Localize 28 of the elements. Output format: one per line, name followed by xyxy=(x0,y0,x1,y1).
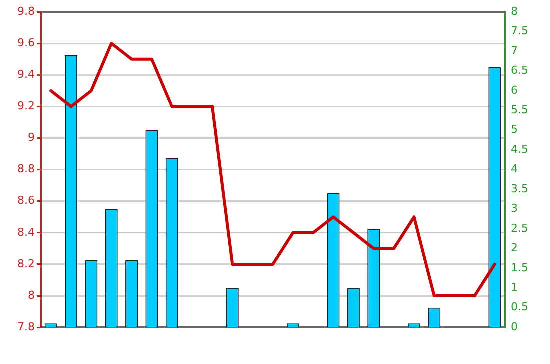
y2-tick-label: 7 xyxy=(511,44,518,58)
y2-tick-label: 3 xyxy=(511,202,518,216)
y2-tick-label: 1.5 xyxy=(511,261,528,274)
y2-tick-label: 6.5 xyxy=(511,64,528,78)
y2-tick-label: 4.5 xyxy=(511,142,528,156)
y-tick-label: 9.6 xyxy=(18,36,35,50)
y2-tick-label: 5.5 xyxy=(511,103,528,116)
y2-tick-label: 2.5 xyxy=(511,222,528,235)
y2-tick-label: 3.5 xyxy=(511,182,528,196)
y2-tick-label: 2 xyxy=(511,242,518,255)
y-tick-label: 9.8 xyxy=(18,4,35,18)
y2-tick-label: 8 xyxy=(511,4,518,18)
y-tick-label: 8 xyxy=(28,288,35,302)
y-tick-label: 8.8 xyxy=(18,162,35,176)
y-tick-label: 8.2 xyxy=(18,257,35,270)
y-tick-label: 7.8 xyxy=(18,320,35,334)
y-tick-label: 9 xyxy=(28,131,35,144)
y-tick-label: 9.4 xyxy=(18,68,35,81)
y-tick-label: 8.6 xyxy=(18,194,35,208)
y2-tick-label: 0.5 xyxy=(511,300,528,314)
y-tick-label: 9.2 xyxy=(18,100,35,113)
y-tick-label: 8.4 xyxy=(18,226,35,239)
y2-tick-label: 5 xyxy=(511,123,518,136)
y2-tick-label: 6 xyxy=(511,84,518,97)
y2-tick-label: 0 xyxy=(511,320,518,334)
y2-tick-label: 7.5 xyxy=(511,24,528,38)
y2-tick-label: 4 xyxy=(511,162,518,176)
y2-tick-label: 1 xyxy=(511,281,518,294)
